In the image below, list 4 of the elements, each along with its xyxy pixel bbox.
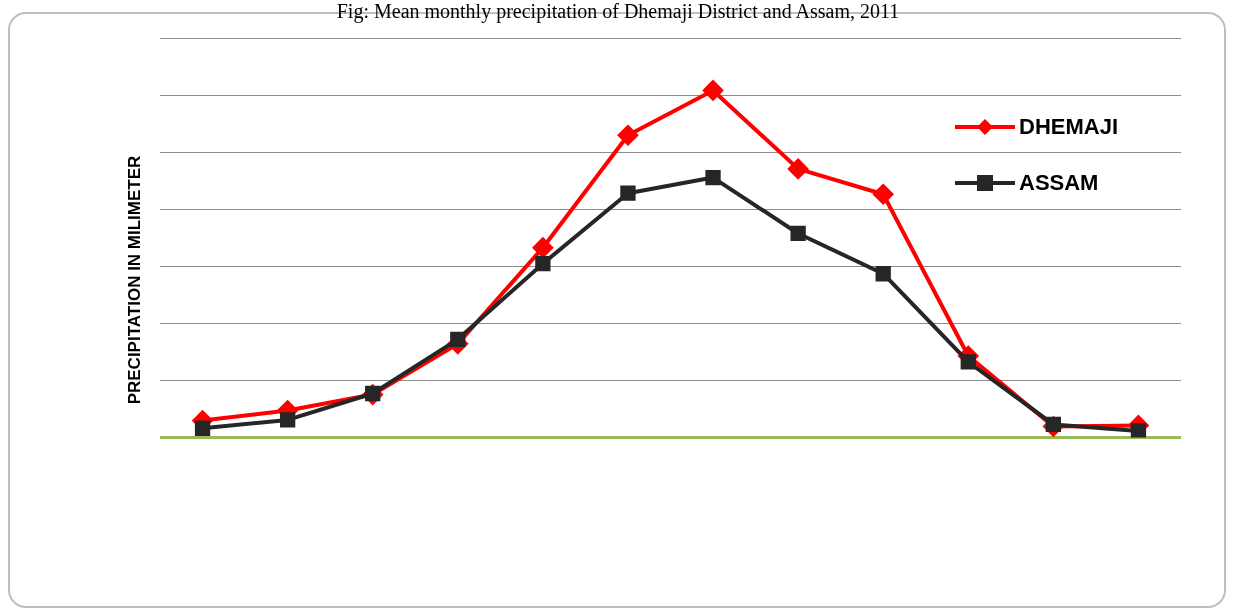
legend-label: DHEMAJI xyxy=(1019,114,1119,140)
chart-title: Fig: Mean monthly precipitation of Dhemaji District and Assam, 2011 xyxy=(335,0,901,23)
legend-label: ASSAM xyxy=(1019,170,1099,196)
y-axis-title: PRECIPITATION IN MILIMETER xyxy=(125,155,145,405)
